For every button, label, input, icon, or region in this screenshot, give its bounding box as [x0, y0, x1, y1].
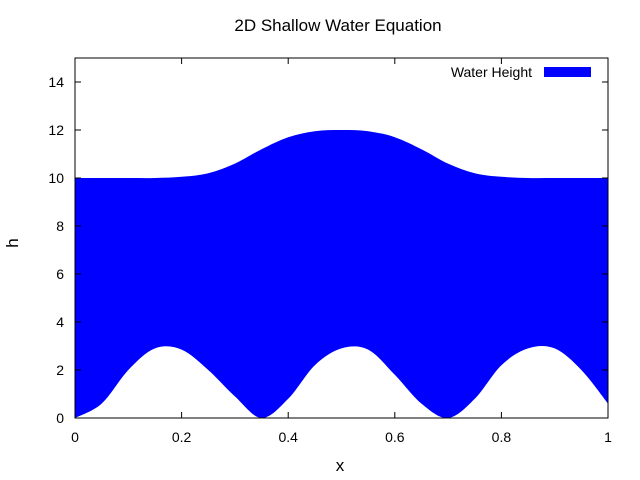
x-axis-ticks: 0 0.2 0.4 0.6 0.8 1	[71, 58, 612, 445]
y-tick-label: 0	[56, 410, 64, 426]
legend-swatch-water-height	[544, 67, 591, 77]
y-tick-label: 2	[56, 362, 64, 378]
x-tick-label: 0.6	[385, 429, 405, 445]
area-series-water-height	[75, 130, 608, 419]
x-tick-label: 0.2	[172, 429, 192, 445]
y-tick-label: 4	[56, 314, 64, 330]
y-tick-label: 14	[48, 74, 64, 90]
legend: Water Height	[451, 64, 591, 80]
plot-area	[75, 130, 608, 419]
y-tick-label: 12	[48, 122, 64, 138]
x-tick-label: 0	[71, 429, 79, 445]
x-tick-label: 0.4	[278, 429, 298, 445]
y-tick-label: 10	[48, 170, 64, 186]
y-tick-label: 8	[56, 218, 64, 234]
plot-frame	[74, 57, 609, 419]
y-axis-label: h	[3, 238, 22, 247]
y-axis-ticks: 0 2 4 6 8 10 12 14	[48, 74, 608, 426]
y-tick-label: 6	[56, 266, 64, 282]
x-tick-label: 0.8	[492, 429, 512, 445]
x-axis-label: x	[336, 456, 345, 475]
chart-title: 2D Shallow Water Equation	[234, 16, 441, 35]
legend-label-water-height: Water Height	[451, 64, 532, 80]
x-tick-label: 1	[604, 429, 612, 445]
